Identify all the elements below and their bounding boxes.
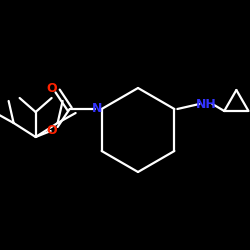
Text: O: O — [46, 124, 57, 136]
Text: O: O — [46, 82, 57, 94]
Text: NH: NH — [196, 98, 217, 110]
Text: N: N — [92, 102, 102, 116]
